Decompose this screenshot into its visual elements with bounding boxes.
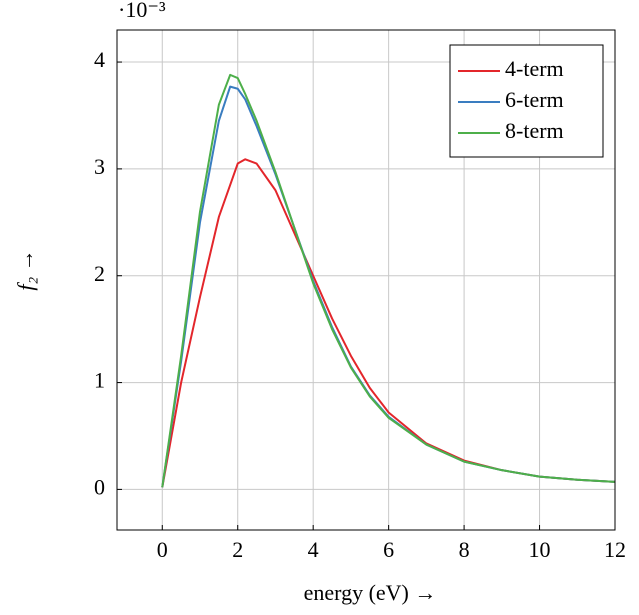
y-tick-label: 2 — [94, 261, 105, 286]
data-line — [161, 73, 616, 488]
x-tick-label: 6 — [383, 537, 394, 562]
legend-label: 4-term — [505, 56, 564, 81]
legend: 4-term 6-term 8-term — [449, 44, 604, 158]
y-tick-label: 3 — [94, 154, 105, 179]
y-tick-label: 1 — [94, 368, 105, 393]
x-tick-label: 10 — [529, 537, 551, 562]
x-tick-label: 0 — [157, 537, 168, 562]
x-tick-label: 4 — [308, 537, 319, 562]
x-axis-label: energy (eV) → — [304, 580, 437, 605]
y-multiplier: ·10⁻³ — [118, 0, 166, 22]
legend-label: 6-term — [505, 87, 564, 112]
y-tick-label: 0 — [94, 474, 105, 499]
x-tick-label: 8 — [459, 537, 470, 562]
y-tick-label: 4 — [94, 47, 105, 72]
plot-frame — [116, 29, 616, 531]
x-tick-label: 2 — [232, 537, 243, 562]
x-tick-label: 12 — [604, 537, 626, 562]
y-axis-label: f₂ → — [13, 249, 38, 290]
legend-label: 8-term — [505, 118, 564, 143]
